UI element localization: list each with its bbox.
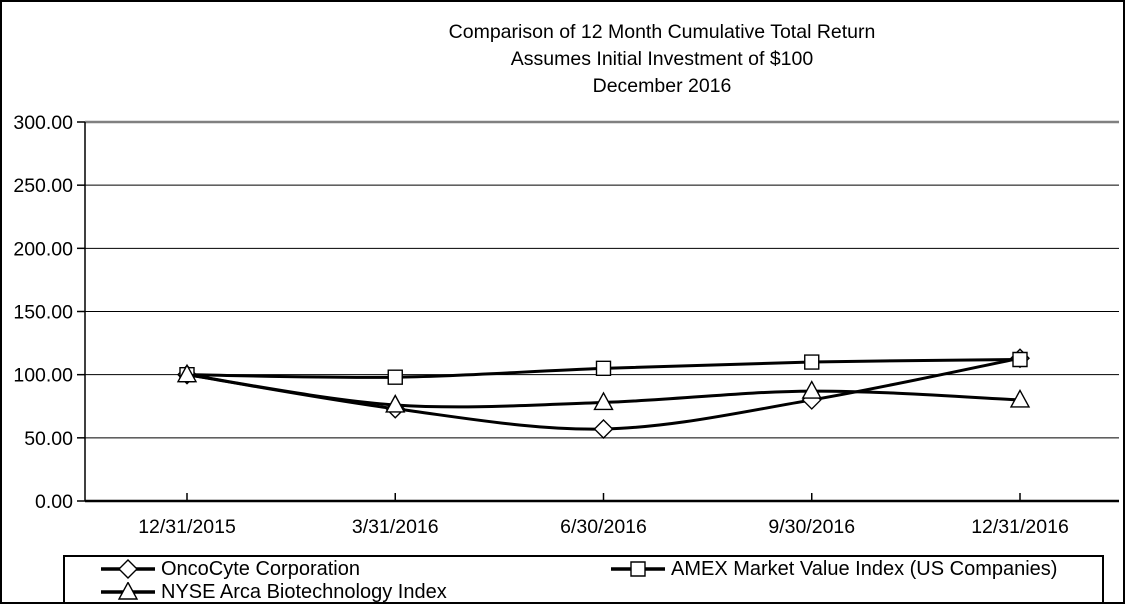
series-marker-triangle-icon (385, 394, 406, 413)
y-axis-label: 0.00 (35, 491, 73, 513)
y-axis-label: 150.00 (13, 302, 73, 324)
x-axis-label: 9/30/2016 (768, 516, 855, 538)
series-marker-triangle-icon (176, 363, 198, 383)
series-marker-triangle-icon (1009, 388, 1031, 408)
legend-item: AMEX Market Value Index (US Companies) (610, 558, 1057, 580)
chart-subtitle: Assumes Initial Investment of $100 (510, 48, 814, 70)
legend-item: NYSE Arca Biotechnology Index (100, 581, 447, 603)
legend-marker-square-icon (611, 561, 665, 577)
legend-item: OncoCyte Corporation (100, 558, 360, 580)
y-axis-label: 50.00 (24, 428, 73, 450)
series-marker-square-icon (387, 369, 403, 385)
chart-title-block: Comparison of 12 Month Cumulative Total … (202, 19, 1122, 100)
series-marker-square-icon (1012, 351, 1028, 368)
legend: OncoCyte Corporation AMEX Market Value In… (63, 555, 1104, 603)
x-axis-label: 12/31/2016 (971, 516, 1069, 538)
series-marker-triangle-icon (593, 391, 614, 411)
series-marker-square-icon (595, 360, 612, 377)
y-axis-label: 300.00 (13, 112, 73, 134)
y-axis-label: 100.00 (13, 365, 73, 387)
legend-label: AMEX Market Value Index (US Companies) (671, 558, 1058, 580)
legend-marker-triangle-icon (101, 582, 155, 600)
chart-title: Comparison of 12 Month Cumulative Total … (448, 21, 876, 43)
x-axis-label: 3/31/2016 (352, 516, 439, 538)
y-axis-label: 200.00 (13, 238, 73, 260)
legend-label: OncoCyte Corporation (161, 558, 360, 580)
series-marker-square-icon (804, 354, 820, 370)
series-marker-diamond-icon (593, 419, 614, 439)
series-marker-triangle-icon (801, 380, 822, 399)
x-axis-label: 6/30/2016 (560, 516, 647, 538)
x-axis-label: 12/31/2015 (138, 516, 236, 538)
legend-marker-diamond-icon (101, 559, 155, 579)
y-axis-label: 250.00 (13, 175, 73, 197)
chart-subtitle-date: December 2016 (592, 75, 732, 97)
legend-label: NYSE Arca Biotechnology Index (161, 581, 447, 603)
